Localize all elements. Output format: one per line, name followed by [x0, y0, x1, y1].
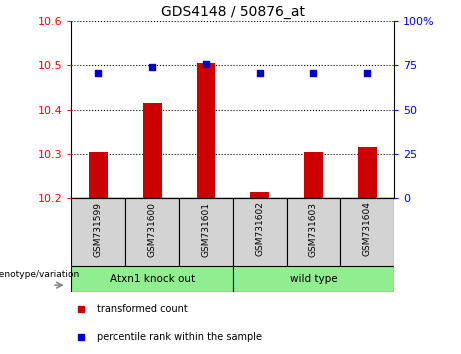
Point	[310, 70, 317, 75]
Bar	[304, 152, 323, 198]
Text: GSM731602: GSM731602	[255, 202, 264, 257]
Bar	[196, 63, 215, 198]
Text: Atxn1 knock out: Atxn1 knock out	[110, 274, 195, 284]
Bar	[233, 198, 287, 266]
Bar	[179, 198, 233, 266]
Bar	[287, 198, 340, 266]
Point	[256, 70, 263, 75]
Point	[202, 61, 210, 67]
Bar	[340, 198, 394, 266]
Text: GSM731599: GSM731599	[94, 202, 103, 257]
Bar	[71, 198, 125, 266]
Bar	[233, 266, 394, 292]
Bar	[89, 152, 108, 198]
Text: GSM731603: GSM731603	[309, 202, 318, 257]
Bar	[143, 103, 161, 198]
Bar	[125, 198, 179, 266]
Text: genotype/variation: genotype/variation	[0, 270, 80, 279]
Bar	[358, 147, 377, 198]
Text: GSM731601: GSM731601	[201, 202, 210, 257]
Point	[148, 64, 156, 70]
Point	[364, 70, 371, 75]
Bar	[250, 192, 269, 198]
Text: GSM731604: GSM731604	[363, 202, 372, 257]
Text: wild type: wild type	[290, 274, 337, 284]
Bar	[71, 266, 233, 292]
Text: transformed count: transformed count	[97, 304, 188, 314]
Title: GDS4148 / 50876_at: GDS4148 / 50876_at	[161, 5, 305, 19]
Text: percentile rank within the sample: percentile rank within the sample	[97, 332, 262, 342]
Point	[95, 70, 102, 75]
Text: GSM731600: GSM731600	[148, 202, 157, 257]
